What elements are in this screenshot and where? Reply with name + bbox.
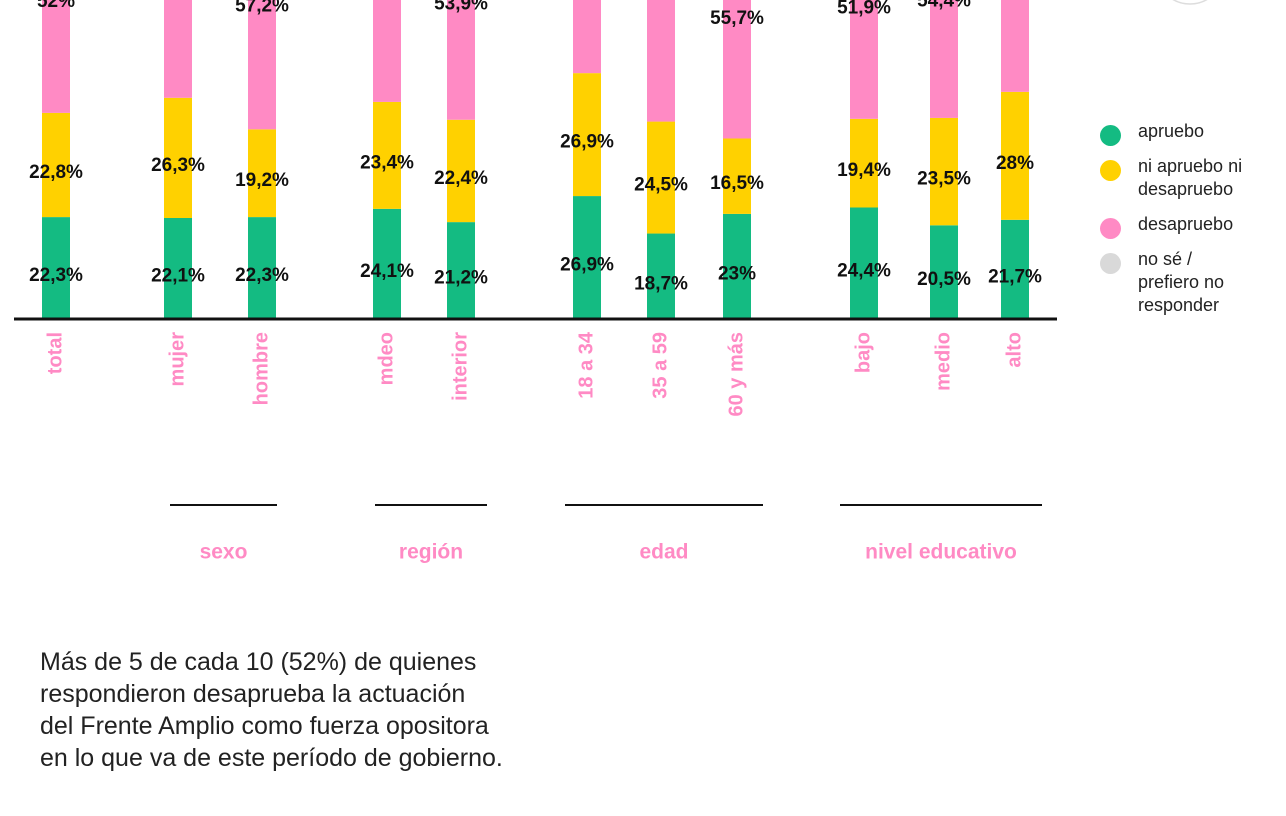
value-label: 26,9% xyxy=(560,132,614,153)
bar-segment xyxy=(647,233,675,319)
legend-item: ni apruebo ni desapruebo xyxy=(1100,155,1250,201)
legend-item: apruebo xyxy=(1100,120,1250,146)
x-tick-label: total xyxy=(44,332,66,374)
group-label: nivel educativo xyxy=(865,541,1017,564)
value-label: 28% xyxy=(996,153,1034,174)
bar-segment xyxy=(164,97,192,219)
bar-segment xyxy=(850,0,878,119)
group-label: sexo xyxy=(200,541,248,564)
value-label: 19,2% xyxy=(235,170,289,191)
x-tick-label: 35 a 59 xyxy=(649,332,671,399)
value-label: 22,3% xyxy=(235,265,289,286)
bar-segment xyxy=(248,0,276,130)
x-tick-label: 18 a 34 xyxy=(575,331,597,399)
bar-segment xyxy=(647,121,675,234)
legend: apruebo ni apruebo ni desapruebo desaprueb… xyxy=(1100,120,1250,329)
value-label: 23,4% xyxy=(360,152,414,173)
value-label: 22,3% xyxy=(29,265,83,286)
value-label: 24,1% xyxy=(360,261,414,282)
bar-segment xyxy=(1001,219,1029,319)
value-label: 21,2% xyxy=(434,268,488,289)
legend-label: desapruebo xyxy=(1138,214,1234,234)
value-label: 55,7% xyxy=(710,8,764,29)
group-label: edad xyxy=(639,541,688,564)
caption-line: Más de 5 de cada 10 (52%) de quienes xyxy=(40,648,477,676)
bar-segment xyxy=(850,207,878,319)
value-label: 19,4% xyxy=(837,160,891,181)
decor-circle xyxy=(1172,0,1208,5)
bar-segment xyxy=(930,225,958,319)
value-label: 21,7% xyxy=(988,266,1042,287)
bar-segment xyxy=(447,0,475,120)
bar-segment xyxy=(723,0,751,139)
bar-segment xyxy=(248,129,276,218)
x-tick-label: mdeo xyxy=(375,332,397,385)
value-label: 22,8% xyxy=(29,162,83,183)
legend-label: ni apruebo ni desapruebo xyxy=(1138,156,1243,199)
bar-segment xyxy=(447,222,475,319)
bar-segment xyxy=(248,217,276,319)
value-label: 57,2% xyxy=(235,0,289,17)
legend-label: apruebo xyxy=(1138,121,1205,141)
legend-swatch xyxy=(1100,253,1121,274)
bar-segment xyxy=(373,101,401,209)
x-tick-label: 60 y más xyxy=(725,332,747,417)
bar-segment xyxy=(1001,91,1029,220)
bar-segment xyxy=(164,218,192,319)
bar-segment xyxy=(850,118,878,208)
x-tick-label: hombre xyxy=(250,332,272,405)
bar-segment xyxy=(647,0,675,122)
bar-segment xyxy=(373,208,401,319)
x-tick-label: interior xyxy=(449,332,471,401)
bar-segment xyxy=(573,73,601,197)
value-label: 22,4% xyxy=(434,168,488,189)
bar-segment xyxy=(164,0,192,98)
value-label: 22,1% xyxy=(151,266,205,287)
value-label: 26,9% xyxy=(560,255,614,276)
value-label: 18,7% xyxy=(634,273,688,294)
bar-segment xyxy=(1001,0,1029,92)
value-label: 54,4% xyxy=(917,0,971,12)
caption-line: en lo que va de este período de gobierno… xyxy=(40,744,503,772)
value-label: 23% xyxy=(718,263,756,284)
value-label: 26,3% xyxy=(151,155,205,176)
group-label: región xyxy=(399,541,463,564)
value-label: 51,9% xyxy=(837,0,891,18)
bar-segment xyxy=(373,0,401,102)
legend-swatch xyxy=(1100,160,1121,181)
x-tick-label: medio xyxy=(932,332,954,391)
value-label: 53,9% xyxy=(434,0,488,15)
value-label: 24,5% xyxy=(634,175,688,196)
bar-segment xyxy=(930,0,958,118)
x-tick-label: bajo xyxy=(852,332,874,373)
caption: Más de 5 de cada 10 (52%) de quienes resp… xyxy=(40,646,503,774)
bar-segment xyxy=(573,0,601,74)
value-label: 23,5% xyxy=(917,169,971,190)
bar-segment xyxy=(42,112,70,218)
x-tick-label: mujer xyxy=(166,332,188,387)
legend-item: no sé / prefiero no responder xyxy=(1100,248,1250,317)
value-label: 20,5% xyxy=(917,269,971,290)
bar-segment xyxy=(723,213,751,319)
legend-item: desapruebo xyxy=(1100,213,1250,239)
value-label: 52% xyxy=(37,0,75,12)
bar-segment xyxy=(573,196,601,319)
caption-line: del Frente Amplio como fuerza opositora xyxy=(40,712,489,740)
value-label: 16,5% xyxy=(710,173,764,194)
bar-segment xyxy=(42,0,70,113)
chart: 22,3% 22,8% 52% total 22,1% 26,3% mujer 22,3% 19… xyxy=(14,0,1208,564)
bar-segment xyxy=(930,117,958,226)
bar-segment xyxy=(723,138,751,214)
x-tick-label: alto xyxy=(1003,332,1025,368)
caption-line: respondieron desaprueba la actuación xyxy=(40,680,466,708)
bar-segment xyxy=(42,217,70,319)
legend-swatch xyxy=(1100,218,1121,239)
bar-segment xyxy=(447,119,475,223)
legend-label: no sé / prefiero no responder xyxy=(1138,249,1225,315)
value-label: 24,4% xyxy=(837,260,891,281)
legend-swatch xyxy=(1100,125,1121,146)
